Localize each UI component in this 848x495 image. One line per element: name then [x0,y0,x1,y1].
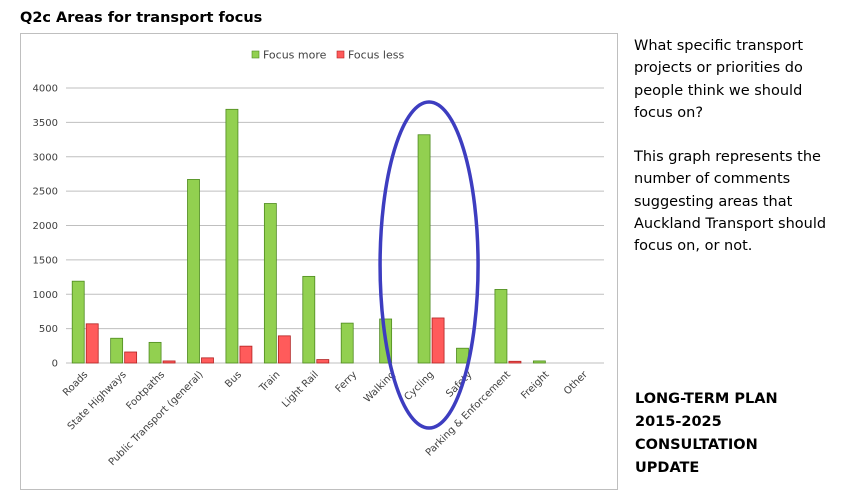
side-text: What specific transport projects or prio… [634,35,839,258]
legend: Focus more Focus less [251,49,404,62]
update-line: UPDATE [635,460,700,476]
legend-swatch [251,50,260,59]
x-tick-label: Cycling [403,369,437,403]
y-tick-label: 2500 [33,187,58,198]
question-text: What specific transport projects or prio… [634,38,804,121]
x-tick-label: Light Rail [280,369,321,410]
x-tick-label: Other [562,369,590,397]
highlight-layer [378,100,480,430]
update-line: LONG-TERM PLAN [635,391,778,407]
x-tick-label: Freight [519,369,551,401]
bar-focus-more [71,280,85,364]
bar-focus-less [277,335,291,364]
y-tick-label: 2000 [33,221,58,232]
y-axis-ticks: 0 500 1000 1500 2000 2500 3000 3500 4000 [33,84,58,370]
bar-focus-more [110,337,124,364]
x-tick-label: Bus [223,369,244,390]
page-title: Q2c Areas for transport focus [20,10,263,26]
y-tick-label: 0 [52,359,58,370]
bar-focus-less [239,345,253,364]
gridlines [66,87,604,364]
y-tick-label: 1500 [33,255,58,266]
y-tick-label: 1000 [33,290,58,301]
bar-focus-more [263,203,277,364]
y-tick-label: 500 [39,324,58,335]
bar-focus-less [508,360,522,364]
bar-focus-more [417,134,431,364]
bar-focus-less [316,359,330,364]
description-text: This graph represents the number of comm… [634,149,827,255]
bar-focus-less [162,360,176,364]
bar-focus-less [201,357,214,364]
legend-swatch [336,50,345,59]
y-tick-label: 3000 [33,152,58,163]
bar-focus-more [494,289,508,364]
legend-label: Focus more [263,49,327,62]
update-line: CONSULTATION [635,437,758,453]
bar-focus-more [302,275,316,364]
bar-focus-more [225,108,239,364]
chart-frame: Focus more Focus less 0 500 1000 1500 2000 250… [20,33,618,490]
bar-focus-more [340,322,354,364]
x-tick-label: Train [257,369,282,394]
bar-focus-more [148,341,162,364]
update-title: LONG-TERM PLAN 2015-2025 CONSULTATION UP… [635,388,840,480]
bar-focus-less [431,317,445,364]
bars [71,108,546,364]
bar-chart: Focus more Focus less 0 500 1000 1500 2000 250… [33,49,604,468]
x-tick-label: Ferry [334,369,360,395]
bar-focus-more [532,360,546,364]
x-tick-label: Roads [61,369,90,398]
legend-label: Focus less [348,49,404,62]
bar-focus-more [456,347,469,364]
bar-focus-less [85,323,99,364]
highlight-ellipse [378,100,480,430]
y-tick-label: 4000 [33,84,58,95]
bar-focus-less [124,351,138,364]
y-tick-label: 3500 [33,118,58,129]
update-line: 2015-2025 [635,414,722,430]
bar-focus-more [187,179,200,364]
